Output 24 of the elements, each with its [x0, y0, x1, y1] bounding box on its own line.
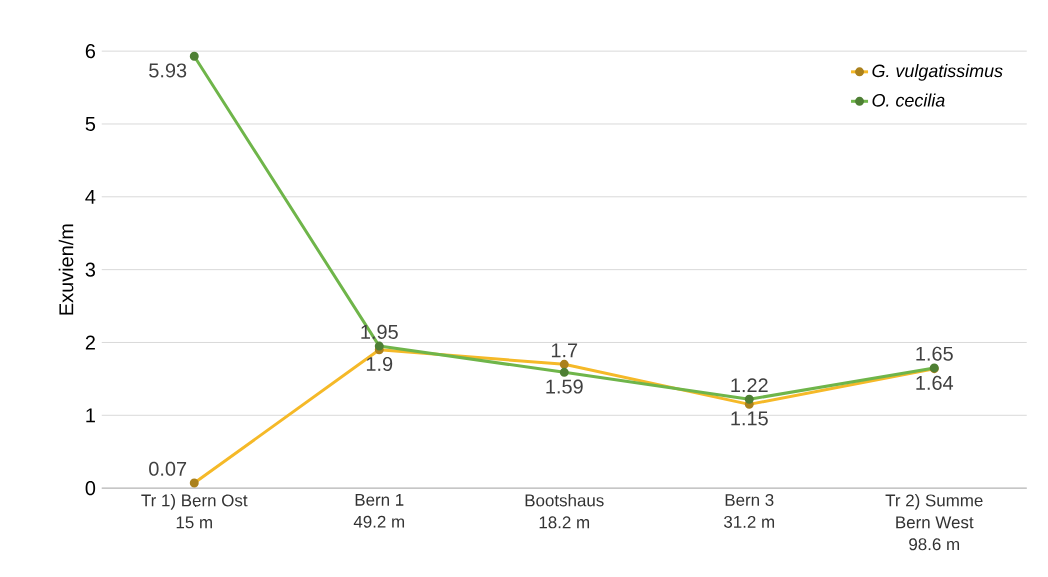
y-tick-label: 5 — [85, 117, 96, 131]
data-label: 1.7 — [551, 343, 578, 358]
y-axis-title: Exuvien/m — [58, 224, 74, 315]
y-tick-label: 2 — [85, 335, 95, 350]
data-label: 5.93 — [149, 63, 187, 78]
y-tick-label: 0 — [85, 481, 96, 496]
legend-label: G. vulgatissimus — [872, 64, 1003, 81]
data-label: 1.15 — [731, 411, 768, 426]
y-tick-label: 3 — [85, 262, 96, 277]
x-tick-label: Bern 3 31.2 m — [724, 493, 775, 528]
y-tick-label: 4 — [85, 189, 96, 204]
data-label: 1.9 — [366, 356, 393, 372]
data-label: 1.65 — [916, 346, 953, 361]
y-tick-label: 6 — [85, 44, 96, 59]
x-tick-label: Tr 1) Bern Ost 15 m — [141, 493, 248, 529]
data-label: 1.59 — [546, 379, 583, 394]
y-tick-label: 1 — [86, 408, 95, 423]
data-label: 1.64 — [916, 375, 954, 390]
x-tick-label: Tr 2) Summe Bern West 98.6 m — [885, 493, 983, 551]
legend-label: O. cecilia — [872, 93, 945, 107]
data-label: 1.22 — [731, 378, 768, 393]
x-tick-label: Bern 1 49.2 m — [353, 493, 405, 528]
data-label: 0.07 — [149, 461, 187, 476]
x-tick-label: Bootshaus 18.2 m — [525, 493, 604, 529]
